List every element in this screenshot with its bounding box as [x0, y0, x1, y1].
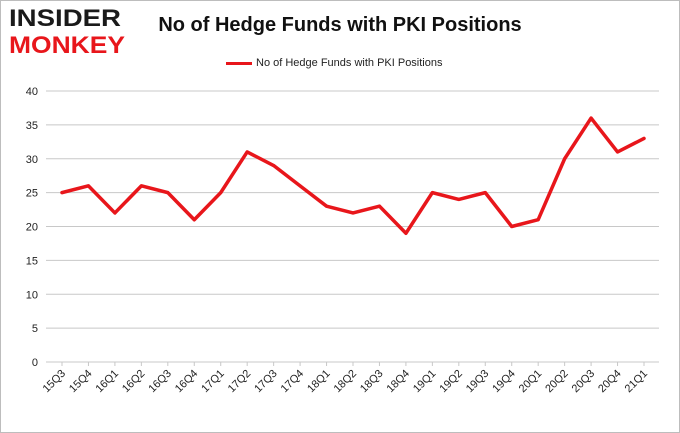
x-tick-label: 20Q2	[543, 368, 571, 396]
data-point	[60, 191, 64, 195]
x-tick-label: 18Q3	[358, 368, 386, 396]
legend-swatch	[226, 61, 252, 65]
legend-label: No of Hedge Funds with PKI Positions	[256, 57, 443, 69]
data-point	[377, 204, 381, 208]
x-tick-label: 18Q4	[385, 368, 413, 396]
x-tick-label: 20Q4	[596, 368, 624, 396]
data-point	[86, 184, 90, 188]
data-point	[563, 157, 567, 161]
data-point	[642, 136, 646, 140]
x-tick-label: 17Q4	[279, 368, 307, 396]
data-point	[192, 218, 196, 222]
chart-legend: No of Hedge Funds with PKI Positions	[226, 54, 442, 72]
x-tick-label: 15Q4	[67, 368, 95, 396]
y-tick-label: 15	[26, 255, 38, 267]
data-point	[457, 197, 461, 201]
y-tick-label: 25	[26, 188, 38, 200]
x-tick-label: 20Q1	[517, 368, 545, 396]
data-point	[483, 191, 487, 195]
insider-monkey-logo: INSIDER MONKEY	[9, 5, 125, 57]
x-tick-label: 18Q1	[305, 368, 333, 396]
x-tick-label: 21Q1	[623, 368, 651, 396]
data-point	[616, 150, 620, 154]
data-point	[404, 231, 408, 235]
data-point	[325, 204, 329, 208]
data-point	[510, 225, 514, 228]
x-tick-label: 19Q3	[464, 368, 492, 396]
y-tick-label: 20	[26, 222, 38, 234]
data-point	[536, 218, 540, 222]
x-tick-label: 16Q4	[173, 368, 201, 396]
data-point	[219, 191, 223, 195]
x-tick-label: 17Q2	[226, 368, 254, 396]
x-tick-label: 19Q1	[411, 368, 439, 396]
data-point	[245, 150, 249, 154]
y-tick-label: 5	[32, 323, 38, 335]
x-tick-label: 17Q3	[252, 368, 280, 396]
data-point	[298, 184, 302, 188]
data-point	[351, 211, 355, 215]
logo-line-monkey: MONKEY	[9, 32, 125, 57]
x-tick-label: 16Q1	[94, 368, 122, 396]
x-tick-label: 16Q2	[120, 368, 148, 396]
x-tick-label: 18Q2	[332, 368, 360, 396]
x-tick-label: 17Q1	[199, 368, 227, 396]
data-point	[166, 191, 170, 195]
chart-title: No of Hedge Funds with PKI Positions	[158, 14, 522, 36]
data-point	[272, 164, 276, 168]
x-tick-label: 19Q4	[490, 368, 518, 396]
y-tick-label: 30	[26, 154, 38, 166]
data-point	[113, 211, 117, 215]
x-tick-label: 15Q3	[41, 368, 69, 396]
series-line	[60, 116, 646, 236]
data-point	[139, 184, 143, 188]
y-tick-label: 35	[26, 120, 38, 132]
y-tick-label: 40	[26, 86, 38, 98]
logo-line-insider: INSIDER	[9, 5, 121, 32]
y-tick-label: 10	[26, 289, 38, 301]
x-tick-label: 20Q3	[570, 368, 598, 396]
data-point	[430, 191, 434, 195]
y-tick-label: 0	[32, 357, 38, 369]
x-tick-label: 19Q2	[437, 368, 465, 396]
x-tick-label: 16Q3	[146, 368, 174, 396]
data-point	[589, 116, 593, 120]
